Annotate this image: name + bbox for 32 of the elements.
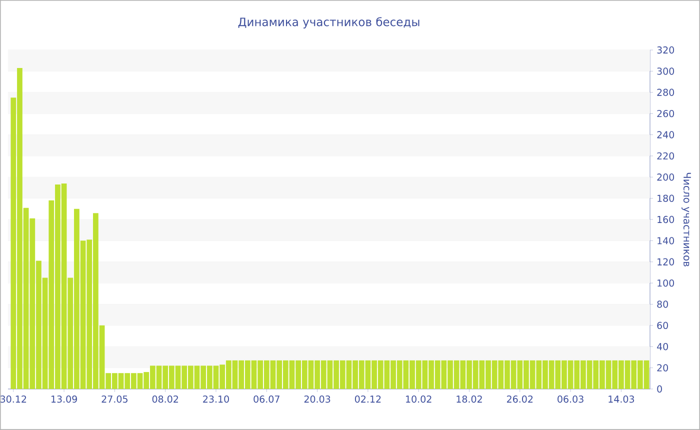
x-tick-label: 08.02 bbox=[152, 396, 178, 403]
y-axis-title: Число участников bbox=[682, 172, 691, 266]
y-tick-label: 160 bbox=[658, 216, 674, 224]
y-tick-label: 100 bbox=[658, 279, 674, 287]
y-tick-label: 240 bbox=[657, 131, 674, 138]
x-tick-label: 06.03 bbox=[558, 396, 584, 403]
y-tick-label: 20 bbox=[657, 364, 668, 372]
x-tick-label: 10.02 bbox=[406, 396, 432, 403]
y-tick-label: 0 bbox=[657, 385, 662, 393]
x-tick-label: 30.12 bbox=[0, 396, 26, 403]
x-tick-label: 14.03 bbox=[608, 396, 634, 403]
y-tick-label: 180 bbox=[658, 194, 674, 202]
y-tick-label: 300 bbox=[657, 68, 674, 75]
y-tick-label: 120 bbox=[658, 258, 674, 266]
y-tick-label: 200 bbox=[657, 174, 674, 181]
y-tick-label: 40 bbox=[657, 343, 668, 350]
x-tick-label: 06.07 bbox=[254, 396, 280, 403]
x-tick-label: 20.03 bbox=[304, 396, 330, 403]
y-tick-label: 80 bbox=[657, 300, 668, 308]
x-tick-label: 13.09 bbox=[51, 396, 77, 403]
x-tick-label: 27.05 bbox=[102, 396, 128, 403]
x-tick-label: 26.02 bbox=[506, 396, 533, 403]
y-tick-label: 220 bbox=[657, 152, 674, 160]
x-tick-label: 18.02 bbox=[456, 396, 482, 403]
y-tick-label: 140 bbox=[658, 237, 674, 244]
y-tick-label: 280 bbox=[657, 88, 674, 96]
y-tick-label: 320 bbox=[657, 46, 674, 54]
chart-title: Динамика участников беседы bbox=[238, 17, 420, 28]
y-tick-label: 260 bbox=[657, 110, 674, 118]
y-tick-label: 60 bbox=[657, 322, 668, 330]
x-tick-label: 23.10 bbox=[203, 396, 229, 403]
x-tick-label: 02.12 bbox=[354, 396, 381, 403]
